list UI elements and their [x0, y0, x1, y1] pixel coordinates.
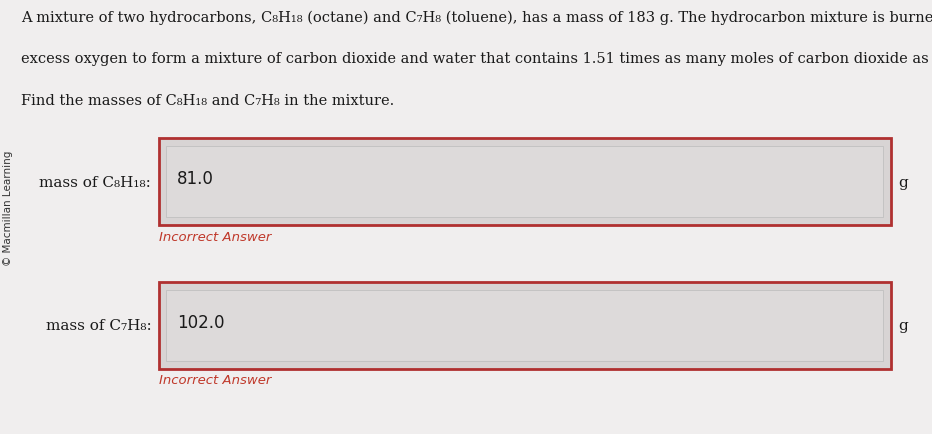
Text: © Macmillan Learning: © Macmillan Learning [4, 151, 13, 266]
Text: g: g [898, 319, 908, 332]
Text: 81.0: 81.0 [177, 170, 213, 187]
Text: Incorrect Answer: Incorrect Answer [158, 373, 271, 386]
FancyBboxPatch shape [158, 139, 891, 226]
Text: g: g [898, 175, 908, 189]
Text: A mixture of two hydrocarbons, C₈H₁₈ (octane) and C₇H₈ (toluene), has a mass of : A mixture of two hydrocarbons, C₈H₁₈ (oc… [21, 11, 932, 25]
FancyBboxPatch shape [158, 282, 891, 369]
Text: Incorrect Answer: Incorrect Answer [158, 230, 271, 243]
Text: excess oxygen to form a mixture of carbon dioxide and water that contains 1.51 t: excess oxygen to form a mixture of carbo… [21, 52, 932, 66]
Text: 102.0: 102.0 [177, 313, 225, 331]
FancyBboxPatch shape [166, 290, 884, 361]
Text: mass of C₈H₁₈:: mass of C₈H₁₈: [39, 175, 151, 189]
Text: Find the masses of C₈H₁₈ and C₇H₈ in the mixture.: Find the masses of C₈H₁₈ and C₇H₈ in the… [21, 93, 394, 107]
Text: mass of C₇H₈:: mass of C₇H₈: [46, 319, 151, 332]
FancyBboxPatch shape [166, 147, 884, 218]
